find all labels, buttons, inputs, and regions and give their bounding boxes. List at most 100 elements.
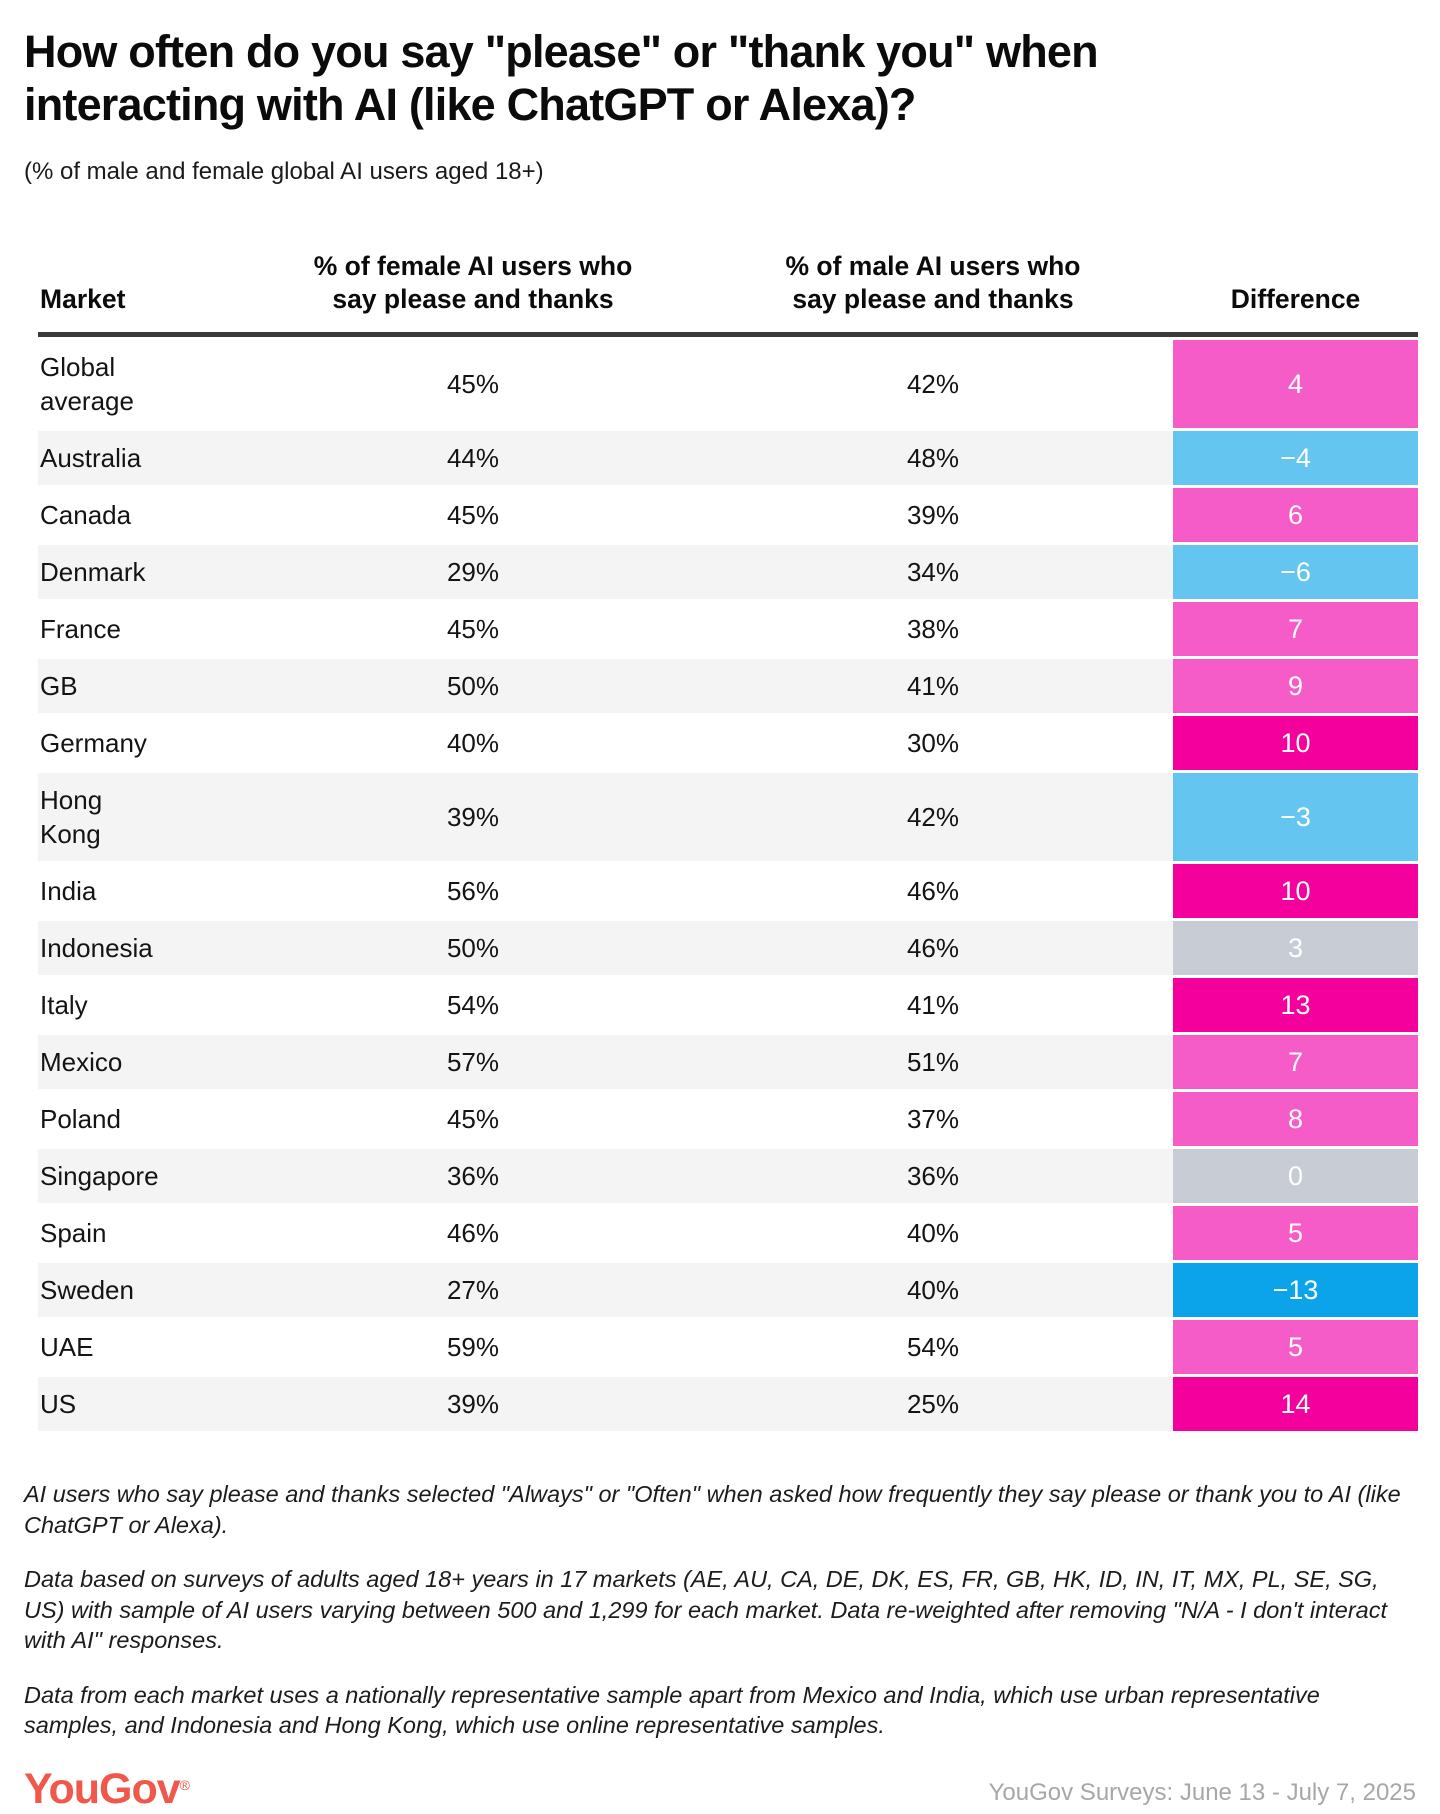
table-row: GB 50% 41% 9 [38, 659, 1418, 714]
difference-cell: 3 [1173, 921, 1418, 976]
table-header-row: Market % of female AI users who say plea… [38, 250, 1418, 338]
difference-cell: 4 [1173, 340, 1418, 429]
difference-value: −4 [1280, 443, 1311, 474]
table-row: Singapore 36% 36% 0 [38, 1149, 1418, 1204]
column-header-difference: Difference [1230, 284, 1361, 315]
difference-value: 5 [1287, 1332, 1304, 1363]
table-row: Australia 44% 48% −4 [38, 431, 1418, 486]
market-name: France [40, 614, 121, 645]
difference-value: −3 [1280, 802, 1311, 833]
market-name: UAE [40, 1332, 94, 1363]
difference-value: −13 [1272, 1275, 1319, 1306]
male-percentage: 42% [906, 802, 960, 833]
difference-cell: 10 [1173, 864, 1418, 919]
market-name: Australia [40, 443, 142, 474]
male-percentage: 37% [906, 1104, 960, 1135]
male-percentage: 34% [906, 557, 960, 588]
table-row: UAE 59% 54% 5 [38, 1320, 1418, 1375]
table-row: Germany 40% 30% 10 [38, 716, 1418, 771]
female-percentage: 57% [446, 1047, 500, 1078]
male-percentage: 39% [906, 500, 960, 531]
male-percentage: 36% [906, 1161, 960, 1192]
column-header-market: Market [40, 284, 126, 315]
male-percentage: 54% [906, 1332, 960, 1363]
male-percentage: 41% [906, 671, 960, 702]
female-percentage: 45% [446, 614, 500, 645]
footnotes: AI users who say please and thanks selec… [24, 1479, 1416, 1741]
male-percentage: 48% [906, 443, 960, 474]
difference-cell: 14 [1173, 1377, 1418, 1432]
difference-cell: 5 [1173, 1320, 1418, 1375]
difference-value: 8 [1287, 1104, 1304, 1135]
difference-value: 13 [1280, 990, 1311, 1021]
difference-cell: −3 [1173, 773, 1418, 862]
difference-value: 4 [1287, 369, 1304, 400]
market-name: US [40, 1389, 77, 1420]
difference-value: 0 [1287, 1161, 1304, 1192]
female-percentage: 46% [446, 1218, 500, 1249]
market-name: India [40, 876, 97, 907]
table-row: Sweden 27% 40% −13 [38, 1263, 1418, 1318]
column-header-male: % of male AI users who say please and th… [785, 251, 1081, 315]
table-row: France 45% 38% 7 [38, 602, 1418, 657]
female-percentage: 29% [446, 557, 500, 588]
market-name: Spain [40, 1218, 107, 1249]
table-row: Indonesia 50% 46% 3 [38, 921, 1418, 976]
female-percentage: 39% [446, 802, 500, 833]
difference-value: 10 [1280, 728, 1311, 759]
male-percentage: 40% [906, 1218, 960, 1249]
market-name: Denmark [40, 557, 146, 588]
male-percentage: 25% [906, 1389, 960, 1420]
yougov-logo-text: YouGov [24, 1764, 181, 1813]
female-percentage: 59% [446, 1332, 500, 1363]
female-percentage: 39% [446, 1389, 500, 1420]
female-percentage: 45% [446, 500, 500, 531]
difference-cell: 6 [1173, 488, 1418, 543]
female-percentage: 45% [446, 1104, 500, 1135]
market-name: Germany [40, 728, 147, 759]
difference-cell: 0 [1173, 1149, 1418, 1204]
difference-value: 9 [1287, 671, 1304, 702]
male-percentage: 42% [906, 369, 960, 400]
yougov-logo: YouGov® [24, 1764, 190, 1814]
market-name: Indonesia [40, 933, 153, 964]
table-row: Hong Kong 39% 42% −3 [38, 773, 1418, 862]
difference-cell: 10 [1173, 716, 1418, 771]
male-percentage: 51% [906, 1047, 960, 1078]
difference-cell: −4 [1173, 431, 1418, 486]
market-name: Italy [40, 990, 88, 1021]
footnote: AI users who say please and thanks selec… [24, 1481, 1401, 1538]
female-percentage: 27% [446, 1275, 500, 1306]
table-row: India 56% 46% 10 [38, 864, 1418, 919]
table-row: Denmark 29% 34% −6 [38, 545, 1418, 600]
female-percentage: 50% [446, 671, 500, 702]
male-percentage: 46% [906, 933, 960, 964]
data-table: Market % of female AI users who say plea… [38, 250, 1418, 1432]
difference-value: 7 [1287, 1047, 1304, 1078]
market-name: Mexico [40, 1047, 123, 1078]
market-name: Canada [40, 500, 132, 531]
market-name: Singapore [40, 1161, 159, 1192]
market-name: Global average [40, 352, 134, 417]
subtitle: (% of male and female global AI users ag… [24, 158, 544, 186]
difference-cell: −6 [1173, 545, 1418, 600]
male-percentage: 41% [906, 990, 960, 1021]
difference-value: −6 [1280, 557, 1311, 588]
table-row: Canada 45% 39% 6 [38, 488, 1418, 543]
female-percentage: 50% [446, 933, 500, 964]
page-title: How often do you say "please" or "thank … [24, 26, 1099, 130]
difference-cell: −13 [1173, 1263, 1418, 1318]
difference-cell: 7 [1173, 602, 1418, 657]
table-row: Spain 46% 40% 5 [38, 1206, 1418, 1261]
table-row: US 39% 25% 14 [38, 1377, 1418, 1432]
difference-value: 14 [1280, 1389, 1311, 1420]
footnote: Data from each market uses a nationally … [24, 1681, 1320, 1739]
difference-cell: 7 [1173, 1035, 1418, 1090]
table-row: Mexico 57% 51% 7 [38, 1035, 1418, 1090]
column-header-female: % of female AI users who say please and … [313, 251, 633, 315]
difference-value: 10 [1280, 876, 1311, 907]
female-percentage: 45% [446, 369, 500, 400]
difference-cell: 8 [1173, 1092, 1418, 1147]
male-percentage: 30% [906, 728, 960, 759]
